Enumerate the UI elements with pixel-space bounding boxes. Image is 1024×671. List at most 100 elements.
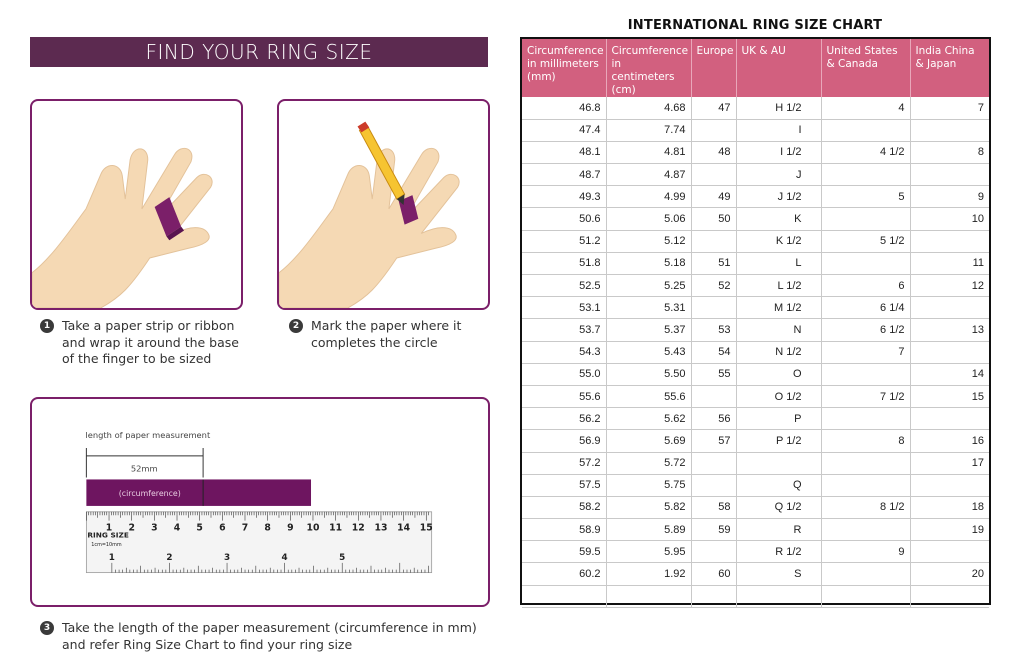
ruler-cm-label: 13 bbox=[374, 522, 387, 533]
table-row: 57.2 5.72 17 bbox=[522, 452, 989, 475]
cell-mm: 50.6 bbox=[522, 207, 607, 231]
cell-us-canada: 7 bbox=[821, 341, 911, 364]
cell-india-china-japan bbox=[910, 585, 989, 608]
cell-europe bbox=[691, 296, 737, 320]
cell-uk-au: I 1/2 bbox=[736, 141, 822, 165]
cell-cm: 5.50 bbox=[606, 363, 692, 386]
cell-uk-au: N 1/2 bbox=[736, 341, 822, 364]
cell-us-canada bbox=[821, 407, 911, 431]
cell-europe bbox=[691, 585, 737, 608]
ruler-cm-label: 11 bbox=[329, 522, 342, 533]
step-number: 1 bbox=[40, 319, 54, 333]
cell-europe: 59 bbox=[691, 518, 737, 542]
cell-cm: 5.06 bbox=[606, 207, 692, 231]
table-row: 57.5 5.75 Q bbox=[522, 474, 989, 497]
ruler-cm-label: 3 bbox=[151, 522, 157, 533]
cell-europe bbox=[691, 452, 737, 475]
ruler-cm-label: 1 bbox=[106, 522, 112, 533]
cell-india-china-japan: 16 bbox=[910, 429, 989, 453]
cell-india-china-japan: 10 bbox=[910, 207, 989, 231]
ruler-cm-label: 5 bbox=[196, 522, 202, 533]
chart-title: INTERNATIONAL RING SIZE CHART bbox=[627, 18, 883, 33]
table-header: Circumference in millimeters (mm) Circum… bbox=[522, 39, 989, 97]
cell-mm: 60.2 bbox=[522, 562, 607, 586]
cell-europe bbox=[691, 474, 737, 497]
cell-us-canada: 4 1/2 bbox=[821, 141, 911, 165]
cell-uk-au: P bbox=[736, 407, 822, 431]
cell-mm: 53.7 bbox=[522, 318, 607, 342]
cell-india-china-japan: 19 bbox=[910, 518, 989, 542]
cell-europe: 54 bbox=[691, 341, 737, 364]
cell-europe: 49 bbox=[691, 185, 737, 209]
table-row bbox=[522, 585, 989, 608]
cell-us-canada: 8 bbox=[821, 429, 911, 453]
strip-label: (circumference) bbox=[119, 489, 181, 498]
table-row: 60.2 1.92 60 S 20 bbox=[522, 562, 989, 586]
step-number: 3 bbox=[40, 621, 54, 635]
cell-mm: 49.3 bbox=[522, 185, 607, 209]
cell-europe bbox=[691, 119, 737, 142]
paper-strip bbox=[86, 479, 312, 506]
cell-us-canada bbox=[821, 585, 911, 608]
cell-mm: 54.3 bbox=[522, 341, 607, 364]
cell-uk-au bbox=[736, 452, 822, 475]
cell-mm: 56.2 bbox=[522, 407, 607, 431]
table-row: 49.3 4.99 49 J 1/2 5 9 bbox=[522, 185, 989, 209]
cell-india-china-japan: 20 bbox=[910, 562, 989, 586]
cell-us-canada: 7 1/2 bbox=[821, 385, 911, 409]
ruler-scale-note: 1cm=10mm bbox=[91, 542, 122, 548]
cell-cm: 5.12 bbox=[606, 230, 692, 253]
cell-india-china-japan bbox=[910, 474, 989, 497]
cell-cm bbox=[606, 585, 692, 608]
cell-us-canada: 9 bbox=[821, 540, 911, 564]
column-header-india-china-japan: India China & Japan bbox=[910, 39, 989, 97]
cell-us-canada: 8 1/2 bbox=[821, 496, 911, 520]
cell-mm: 51.2 bbox=[522, 230, 607, 253]
cell-cm: 1.92 bbox=[606, 562, 692, 586]
ruler-label: RING SIZE bbox=[87, 530, 128, 539]
cell-india-china-japan: 13 bbox=[910, 318, 989, 342]
hand-wrapped-strip-icon bbox=[32, 147, 213, 308]
table-row: 48.1 4.81 48 I 1/2 4 1/2 8 bbox=[522, 141, 989, 165]
cell-cm: 7.74 bbox=[606, 119, 692, 142]
cell-europe bbox=[691, 163, 737, 187]
ruler-cm-label: 7 bbox=[242, 522, 248, 533]
table-row: 55.6 55.6 O 1/2 7 1/2 15 bbox=[522, 385, 989, 409]
cell-cm: 5.31 bbox=[606, 296, 692, 320]
cell-cm: 4.87 bbox=[606, 163, 692, 187]
table-row: 58.2 5.82 58 Q 1/2 8 1/2 18 bbox=[522, 496, 989, 520]
cell-uk-au: H 1/2 bbox=[736, 97, 822, 120]
cell-cm: 5.69 bbox=[606, 429, 692, 453]
ring-size-table: Circumference in millimeters (mm) Circum… bbox=[522, 39, 989, 608]
table-row: 52.5 5.25 52 L 1/2 6 12 bbox=[522, 274, 989, 298]
page-title: FIND YOUR RING SIZE bbox=[30, 37, 488, 67]
cell-europe: 58 bbox=[691, 496, 737, 520]
cell-europe: 55 bbox=[691, 363, 737, 386]
ruler-inch-scale: 1 2 3 4 5 bbox=[109, 553, 429, 573]
cell-uk-au: K 1/2 bbox=[736, 230, 822, 253]
cell-india-china-japan: 9 bbox=[910, 185, 989, 209]
cell-europe: 50 bbox=[691, 207, 737, 231]
cell-uk-au: Q 1/2 bbox=[736, 496, 822, 520]
cell-us-canada bbox=[821, 518, 911, 542]
cell-uk-au: P 1/2 bbox=[736, 429, 822, 453]
ruler-cm-label: 15 bbox=[420, 522, 433, 533]
table-header-row: Circumference in millimeters (mm) Circum… bbox=[522, 39, 989, 97]
cell-uk-au: L bbox=[736, 252, 822, 276]
step-text: Take a paper strip or ribbon and wrap it… bbox=[62, 318, 239, 366]
cell-mm: 58.9 bbox=[522, 518, 607, 542]
cell-india-china-japan bbox=[910, 119, 989, 142]
table-row: 55.0 5.50 55 O 14 bbox=[522, 363, 989, 386]
cell-india-china-japan bbox=[910, 407, 989, 431]
ruler-cm-label: 2 bbox=[128, 522, 134, 533]
ruler-inch-label: 1 bbox=[109, 553, 115, 563]
cell-mm: 48.7 bbox=[522, 163, 607, 187]
cell-us-canada bbox=[821, 562, 911, 586]
table-row: 56.9 5.69 57 P 1/2 8 16 bbox=[522, 429, 989, 453]
cell-europe: 57 bbox=[691, 429, 737, 453]
cell-cm: 55.6 bbox=[606, 385, 692, 409]
cell-europe bbox=[691, 540, 737, 564]
cell-europe: 53 bbox=[691, 318, 737, 342]
cell-india-china-japan bbox=[910, 540, 989, 564]
cell-india-china-japan: 17 bbox=[910, 452, 989, 475]
